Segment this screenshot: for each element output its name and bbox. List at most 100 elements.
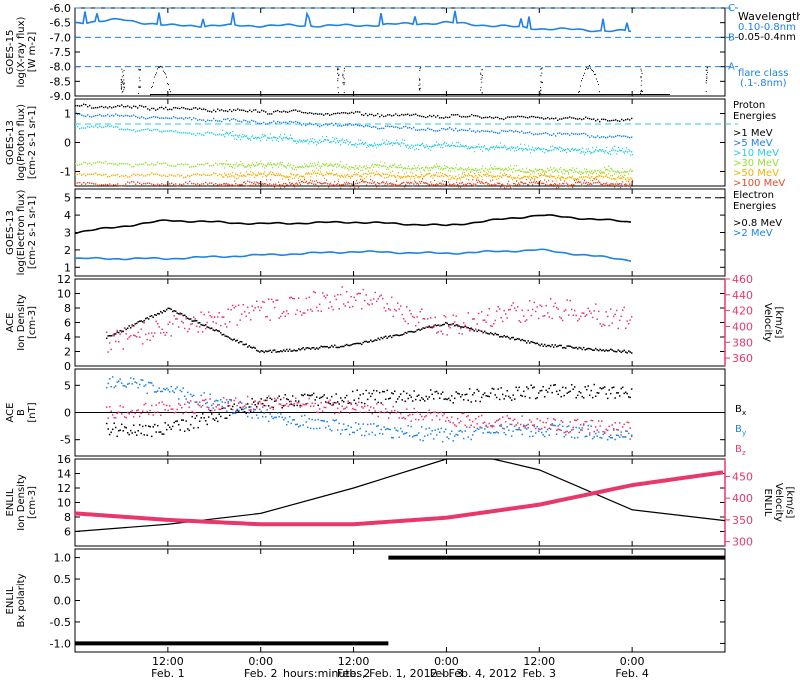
b-dot xyxy=(119,405,121,407)
proton-dot xyxy=(331,141,333,143)
b-dot xyxy=(383,426,385,428)
b-dot xyxy=(176,386,178,388)
ace-dot xyxy=(488,333,490,335)
b-dot xyxy=(531,435,534,437)
proton-dot xyxy=(515,130,517,132)
xray-dot xyxy=(641,89,643,91)
b-dot xyxy=(168,391,171,393)
b-dot xyxy=(294,423,297,426)
ace-dot xyxy=(119,329,121,332)
ace-dot xyxy=(467,312,469,314)
ace-dot xyxy=(228,321,231,323)
proton-dot xyxy=(428,148,430,150)
proton-dot xyxy=(350,186,352,188)
proton-dot xyxy=(551,175,553,177)
proton-dot xyxy=(528,184,530,186)
proton-dot xyxy=(388,185,390,187)
proton-dot xyxy=(127,105,129,107)
ace-dot xyxy=(222,333,225,336)
b-dot xyxy=(515,428,517,431)
proton-dot xyxy=(253,163,255,166)
proton-dot xyxy=(193,133,195,135)
b-dot xyxy=(128,433,130,436)
proton-dot xyxy=(201,134,203,136)
ace-dot xyxy=(179,313,181,316)
b-dot xyxy=(620,434,622,436)
b-dot xyxy=(258,408,261,411)
proton-dot xyxy=(91,173,93,176)
proton-dot xyxy=(187,108,189,110)
proton-dot xyxy=(621,118,623,121)
b-dot xyxy=(110,410,112,412)
proton-dot xyxy=(443,168,445,170)
b-dot xyxy=(443,398,445,400)
proton-dot xyxy=(185,108,187,110)
flare-level-label: B xyxy=(728,32,735,43)
proton-dot xyxy=(462,171,464,173)
b-dot xyxy=(303,414,306,417)
proton-dot xyxy=(548,170,550,172)
b-dot xyxy=(495,396,498,399)
b-dot xyxy=(504,421,507,423)
proton-dot xyxy=(495,184,497,186)
b-dot xyxy=(345,428,348,431)
proton-dot xyxy=(425,166,427,169)
proton-dot xyxy=(413,175,415,178)
ace-dot xyxy=(243,311,246,313)
x-tick-label: 0:00 xyxy=(620,655,645,668)
b-dot xyxy=(236,404,238,407)
b-dot xyxy=(435,415,438,417)
proton-dot xyxy=(485,181,487,184)
ace-dot xyxy=(188,318,190,320)
proton-dot xyxy=(385,182,387,185)
legend-title: Proton xyxy=(733,100,765,111)
b-dot xyxy=(312,405,315,407)
proton-dot xyxy=(234,167,236,169)
ace-dot xyxy=(326,294,328,296)
ace-dot xyxy=(225,335,228,338)
proton-dot xyxy=(439,165,441,168)
proton-dot xyxy=(237,135,239,137)
proton-dot xyxy=(171,165,173,167)
proton-dot xyxy=(275,137,277,139)
proton-dot xyxy=(430,169,432,171)
b-dot xyxy=(218,403,220,406)
ace-dot xyxy=(335,298,337,301)
b-dot xyxy=(428,409,430,412)
proton-dot xyxy=(535,133,537,135)
ace-dot xyxy=(500,316,502,319)
proton-dot xyxy=(123,163,125,165)
proton-dot xyxy=(149,117,151,119)
proton-dot xyxy=(544,173,546,175)
b-dot xyxy=(158,402,160,404)
ace-dot xyxy=(588,347,591,350)
b-dot xyxy=(521,415,523,417)
proton-dot xyxy=(577,133,579,136)
proton-dot xyxy=(321,173,323,175)
proton-dot xyxy=(253,173,255,175)
proton-dot xyxy=(228,173,230,175)
b-dot xyxy=(333,412,336,415)
proton-dot xyxy=(105,183,107,186)
proton-dot xyxy=(573,171,575,173)
ace-dot xyxy=(192,320,195,322)
proton-dot xyxy=(321,140,323,143)
b-dot xyxy=(416,434,418,436)
ace-dot xyxy=(276,299,279,302)
b-dot xyxy=(207,406,210,409)
proton-dot xyxy=(191,108,193,111)
b-dot xyxy=(171,425,174,428)
proton-dot xyxy=(313,165,315,168)
proton-dot xyxy=(423,128,425,131)
ace-dot xyxy=(462,321,465,324)
ace-dot xyxy=(405,306,408,308)
b-dot xyxy=(599,387,601,389)
xray-dot xyxy=(705,80,707,82)
ace-dot xyxy=(347,301,349,303)
proton-dot xyxy=(401,166,403,169)
proton-dot xyxy=(378,173,380,175)
b-dot xyxy=(264,404,267,407)
proton-dot xyxy=(613,170,615,172)
proton-dot xyxy=(382,181,384,183)
b-dot xyxy=(365,411,367,413)
